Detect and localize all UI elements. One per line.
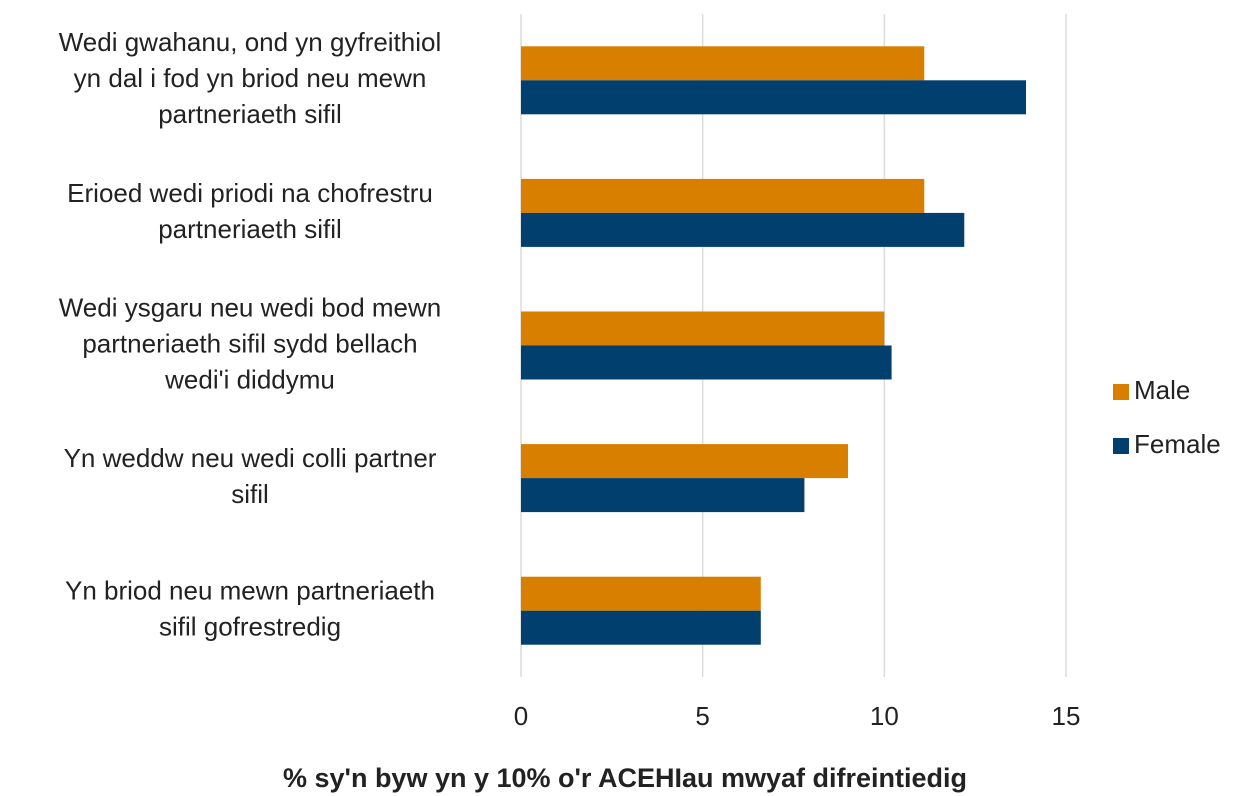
legend-label: Female bbox=[1134, 429, 1221, 459]
bar bbox=[521, 80, 1027, 115]
bar bbox=[521, 178, 925, 213]
y-tick-label: wedi'i diddymu bbox=[164, 364, 335, 394]
bar bbox=[521, 610, 761, 645]
bar bbox=[521, 345, 892, 380]
y-tick-label: Yn briod neu mewn partneriaeth bbox=[65, 576, 435, 606]
bar bbox=[521, 444, 848, 479]
y-tick-label: Erioed wedi priodi na chofrestru bbox=[67, 178, 433, 208]
legend-swatch bbox=[1113, 438, 1129, 454]
x-tick-label: 0 bbox=[514, 701, 528, 731]
x-tick-label: 5 bbox=[695, 701, 709, 731]
bar bbox=[521, 311, 885, 346]
y-tick-label: Wedi ysgaru neu wedi bod mewn bbox=[59, 292, 442, 322]
y-tick-label: partneriaeth sifil sydd bellach bbox=[82, 328, 417, 358]
y-tick-label: partneriaeth sifil bbox=[158, 99, 342, 129]
bar bbox=[521, 212, 965, 247]
y-tick-label: Wedi gwahanu, ond yn gyfreithiol bbox=[59, 27, 442, 57]
y-tick-label: Yn weddw neu wedi colli partner bbox=[64, 443, 437, 473]
y-tick-label: sifil gofrestredig bbox=[159, 612, 341, 642]
bar bbox=[521, 576, 761, 611]
legend-swatch bbox=[1113, 384, 1129, 400]
y-tick-label: sifil bbox=[231, 479, 269, 509]
x-tick-label: 10 bbox=[870, 701, 899, 731]
bar bbox=[521, 46, 925, 81]
y-tick-label: yn dal i fod yn briod neu mewn bbox=[74, 63, 427, 93]
y-tick-label: partneriaeth sifil bbox=[158, 214, 342, 244]
bar bbox=[521, 478, 805, 513]
x-tick-label: 15 bbox=[1052, 701, 1081, 731]
legend-label: Male bbox=[1134, 375, 1190, 405]
x-axis-title: % sy'n byw yn y 10% o'r ACEHIau mwyaf di… bbox=[283, 763, 967, 793]
